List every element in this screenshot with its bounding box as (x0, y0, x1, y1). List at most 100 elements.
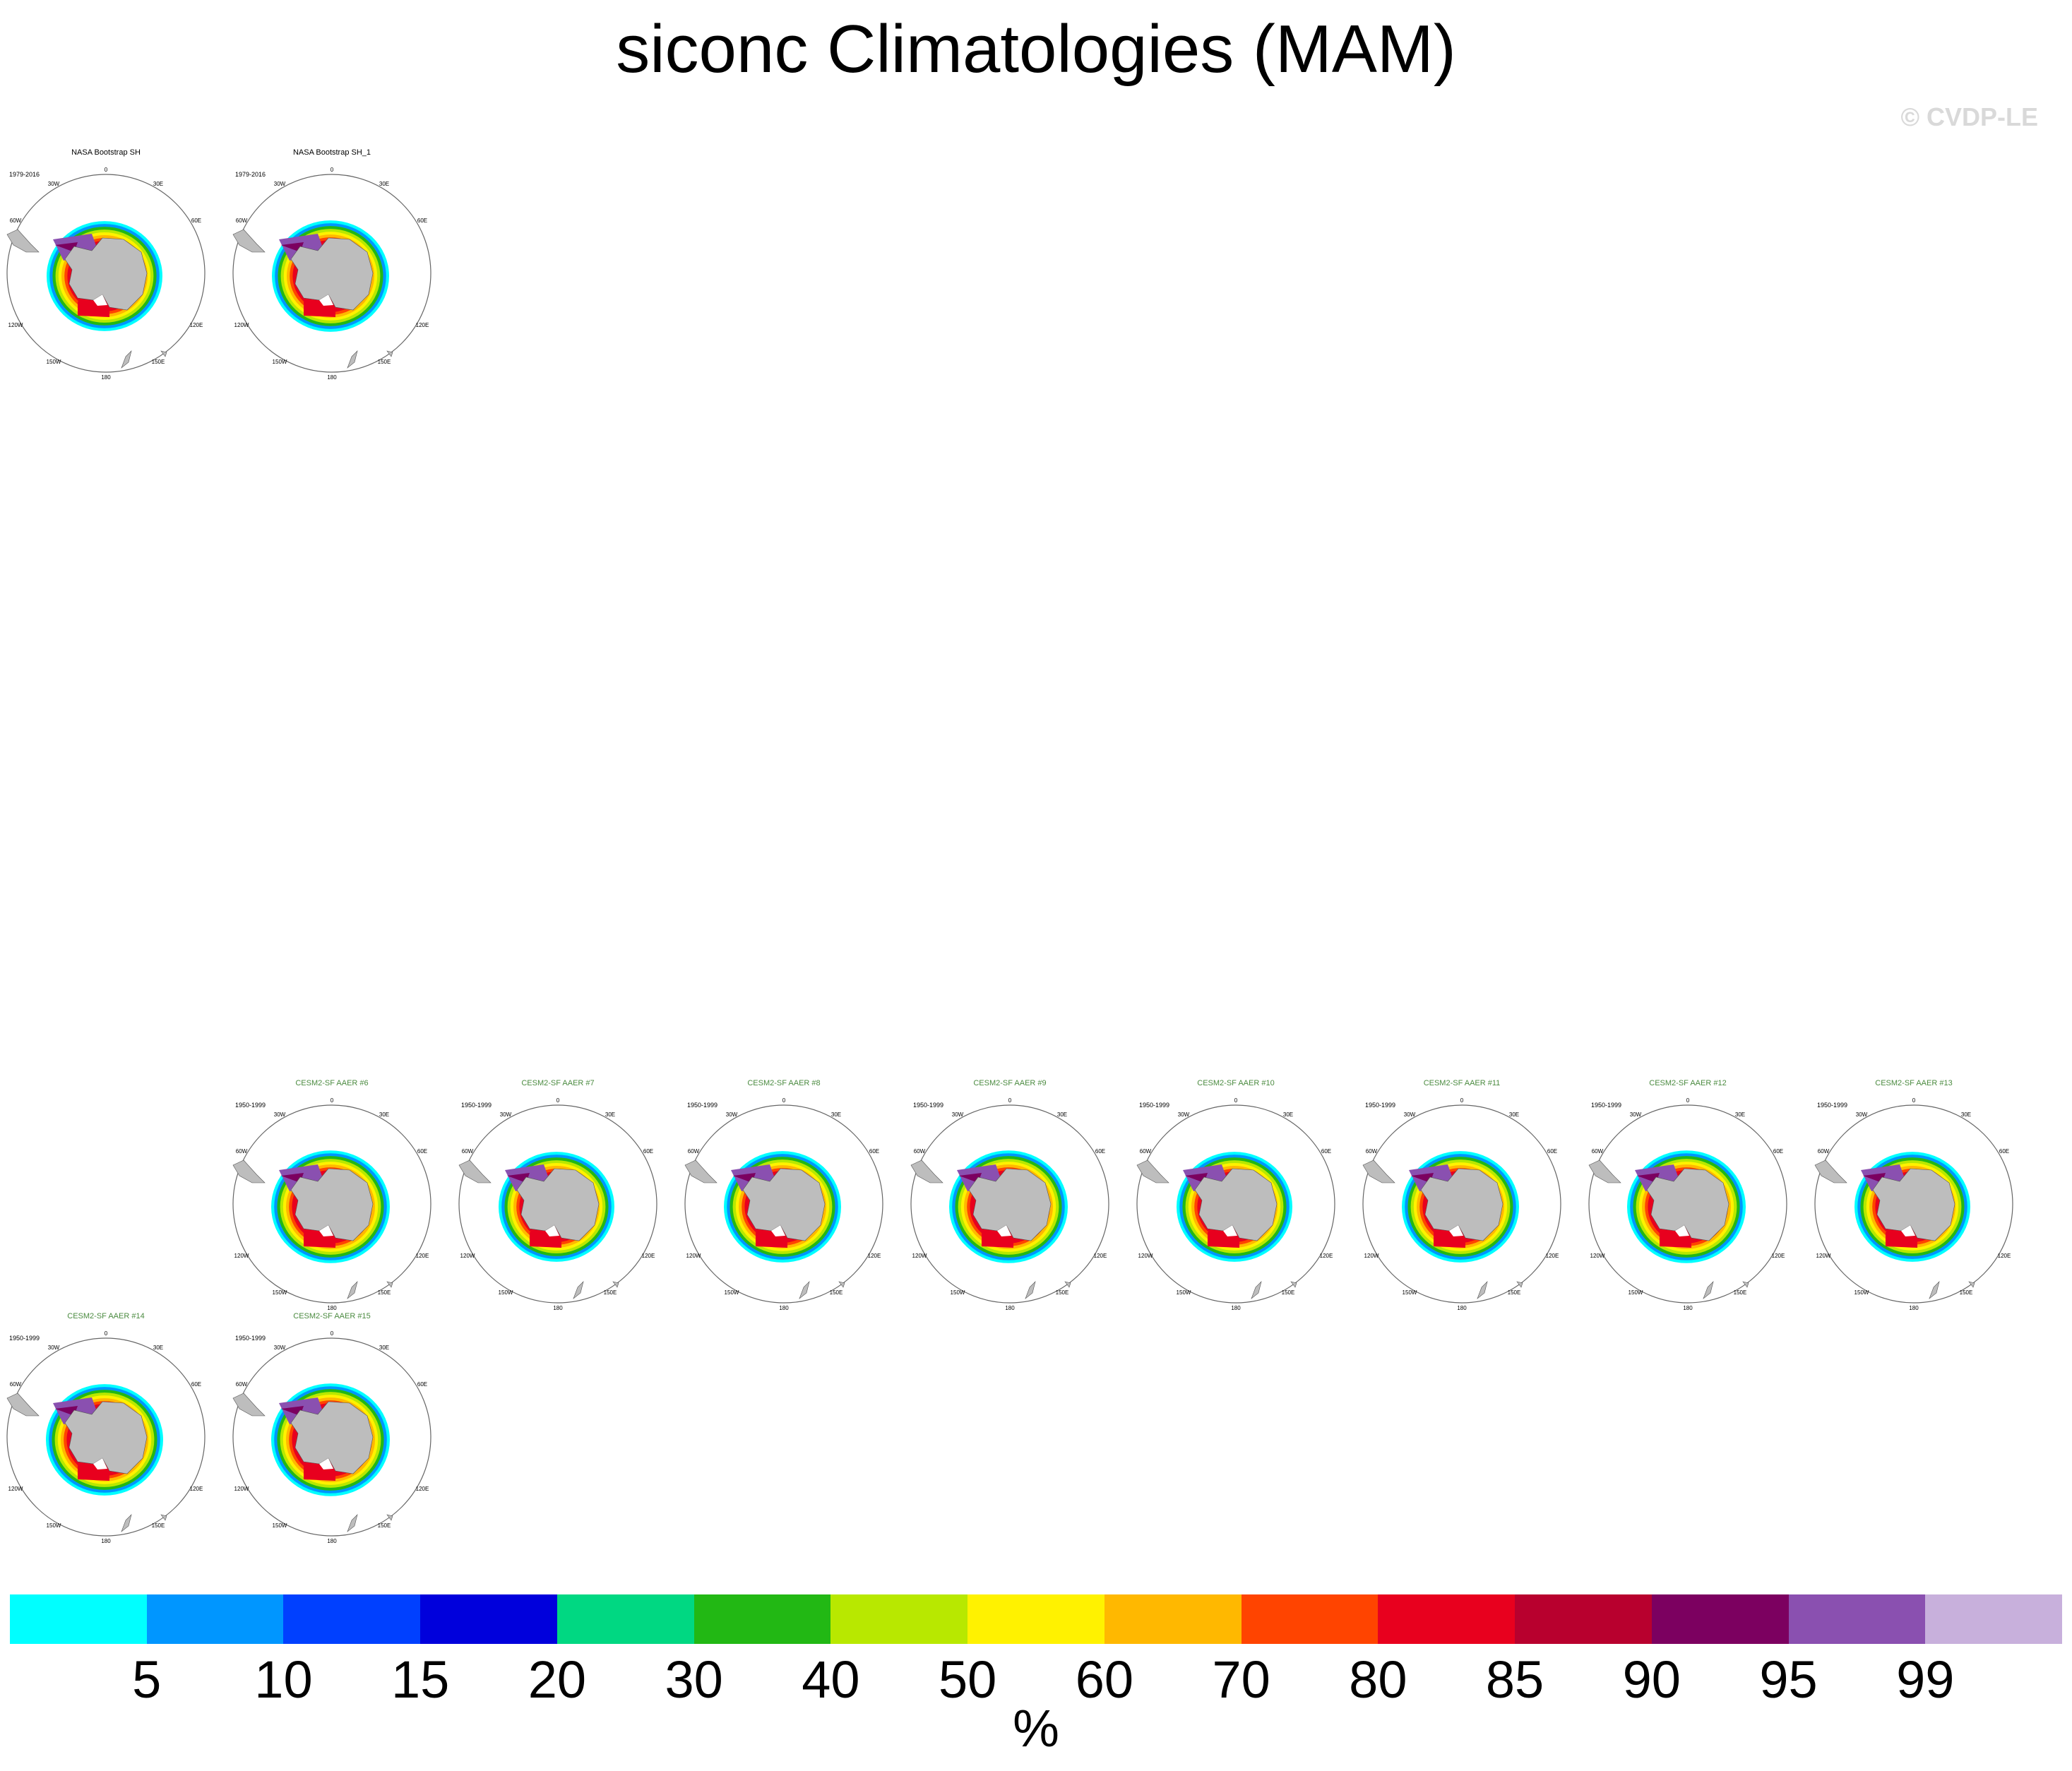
longitude-label: 150W (47, 1522, 61, 1529)
longitude-label: 150E (604, 1289, 617, 1296)
longitude-label: 60W (1818, 1148, 1830, 1155)
tasmania-land (1516, 1281, 1523, 1288)
longitude-label: 30W (1178, 1111, 1190, 1118)
map-panel: CESM2-SF AAER #141950-1999090E18090W30E6… (4, 1312, 208, 1544)
panel-period: 1950-1999 (1139, 1102, 1170, 1109)
longitude-label: 120E (416, 1253, 429, 1259)
longitude-label: 60W (914, 1148, 926, 1155)
colorbar-tick-label: 15 (391, 1650, 450, 1709)
new-zealand-land (1251, 1281, 1262, 1299)
longitude-label: 120E (1998, 1253, 2011, 1259)
longitude-label: 30E (379, 1344, 389, 1351)
longitude-label: 120E (642, 1253, 655, 1259)
panel-period: 1950-1999 (1591, 1102, 1622, 1109)
panel-title: CESM2-SF AAER #11 (1423, 1079, 1501, 1087)
longitude-label: 120W (1138, 1253, 1153, 1259)
map-panel: CESM2-SF AAER #131950-1999090E18090W30E6… (1811, 1079, 2016, 1311)
polar-map: 090E18090W30E60E120E150E30W60W120W150W (1136, 1097, 1338, 1311)
antarctica-land (290, 1168, 374, 1241)
colorbar (10, 1594, 2063, 1644)
south-america-land (1362, 1159, 1395, 1183)
longitude-label: 120E (1772, 1253, 1785, 1259)
antarctica-land (290, 237, 374, 311)
colorbar-segment (1651, 1594, 1790, 1644)
longitude-label: 30E (605, 1111, 615, 1118)
longitude-label: 180 (553, 1305, 563, 1311)
longitude-label: 60E (1773, 1148, 1783, 1155)
longitude-label: 30E (153, 181, 163, 187)
longitude-label: 120E (416, 322, 429, 328)
polar-map: 090E18090W30E60E120E150E30W60W120W150W (6, 1330, 208, 1544)
longitude-label: 60W (236, 217, 248, 224)
longitude-label: 150E (378, 1289, 391, 1296)
longitude-label: 150W (273, 359, 287, 365)
longitude-label: 30E (831, 1111, 841, 1118)
longitude-label: 60W (10, 1381, 22, 1388)
longitude-label: 30W (274, 1111, 286, 1118)
south-america-land (6, 1393, 40, 1417)
tasmania-land (386, 1514, 393, 1521)
longitude-label: 120W (1590, 1253, 1605, 1259)
panel-title: NASA Bootstrap SH (71, 148, 141, 157)
longitude-label: 60E (191, 217, 201, 224)
colorbar-segment (1241, 1594, 1379, 1644)
colorbar-tick-label: 50 (938, 1650, 997, 1709)
longitude-label: 30W (48, 181, 60, 187)
colorbar-tick-label: 5 (132, 1650, 162, 1709)
longitude-label: 180 (1683, 1305, 1693, 1311)
longitude-label: 0 (1234, 1097, 1238, 1104)
longitude-label: 30E (1735, 1111, 1745, 1118)
colorbar-segment (967, 1594, 1105, 1644)
longitude-label: 150E (1734, 1289, 1747, 1296)
longitude-label: 60E (417, 217, 427, 224)
new-zealand-land (347, 1281, 358, 1299)
colorbar-units: % (1013, 1699, 1059, 1758)
tasmania-land (386, 350, 393, 357)
new-zealand-land (1703, 1281, 1714, 1299)
polar-map: 090E18090W30E60E120E150E30W60W120W150W (684, 1097, 886, 1311)
longitude-label: 60E (1095, 1148, 1105, 1155)
panel-title: CESM2-SF AAER #8 (747, 1079, 821, 1087)
colorbar-segment (1104, 1594, 1242, 1644)
panel-period: 1950-1999 (235, 1102, 266, 1109)
longitude-label: 180 (327, 1305, 337, 1311)
longitude-label: 0 (1912, 1097, 1916, 1104)
longitude-label: 0 (331, 167, 334, 173)
colorbar-tick-label: 30 (665, 1650, 723, 1709)
longitude-label: 180 (779, 1305, 789, 1311)
panel-title: CESM2-SF AAER #13 (1875, 1079, 1953, 1087)
longitude-label: 150W (1177, 1289, 1191, 1296)
longitude-label: 30E (1961, 1111, 1971, 1118)
longitude-label: 150W (273, 1522, 287, 1529)
longitude-label: 30W (1404, 1111, 1416, 1118)
new-zealand-land (799, 1281, 810, 1299)
map-panel: CESM2-SF AAER #101950-1999090E18090W30E6… (1133, 1079, 1338, 1311)
longitude-label: 60W (236, 1381, 248, 1388)
colorbar-tick-label: 70 (1212, 1650, 1270, 1709)
new-zealand-land (347, 350, 358, 369)
new-zealand-land (347, 1514, 358, 1532)
longitude-label: 0 (556, 1097, 560, 1104)
panel-title: CESM2-SF AAER #12 (1649, 1079, 1727, 1087)
panel-title: CESM2-SF AAER #14 (67, 1312, 145, 1320)
map-panel: CESM2-SF AAER #91950-1999090E18090W30E60… (907, 1079, 1112, 1311)
antarctica-land (1194, 1168, 1278, 1241)
longitude-label: 60E (1547, 1148, 1557, 1155)
longitude-label: 120E (416, 1486, 429, 1492)
longitude-label: 30W (274, 181, 286, 187)
colorbar-tick-label: 20 (528, 1650, 587, 1709)
panel-title: CESM2-SF AAER #6 (295, 1079, 369, 1087)
new-zealand-land (121, 1514, 132, 1532)
longitude-label: 120E (1546, 1253, 1559, 1259)
tasmania-land (160, 350, 167, 357)
map-panel: CESM2-SF AAER #111950-1999090E18090W30E6… (1359, 1079, 1564, 1311)
longitude-label: 180 (1005, 1305, 1015, 1311)
longitude-label: 120W (234, 322, 249, 328)
longitude-label: 120E (190, 322, 203, 328)
longitude-label: 180 (101, 1538, 111, 1544)
longitude-label: 30W (726, 1111, 738, 1118)
longitude-label: 120W (460, 1253, 475, 1259)
polar-map: 090E18090W30E60E120E150E30W60W120W150W (232, 1330, 434, 1544)
polar-map: 090E18090W30E60E120E150E30W60W120W150W (232, 1097, 434, 1311)
tasmania-land (1742, 1281, 1749, 1288)
